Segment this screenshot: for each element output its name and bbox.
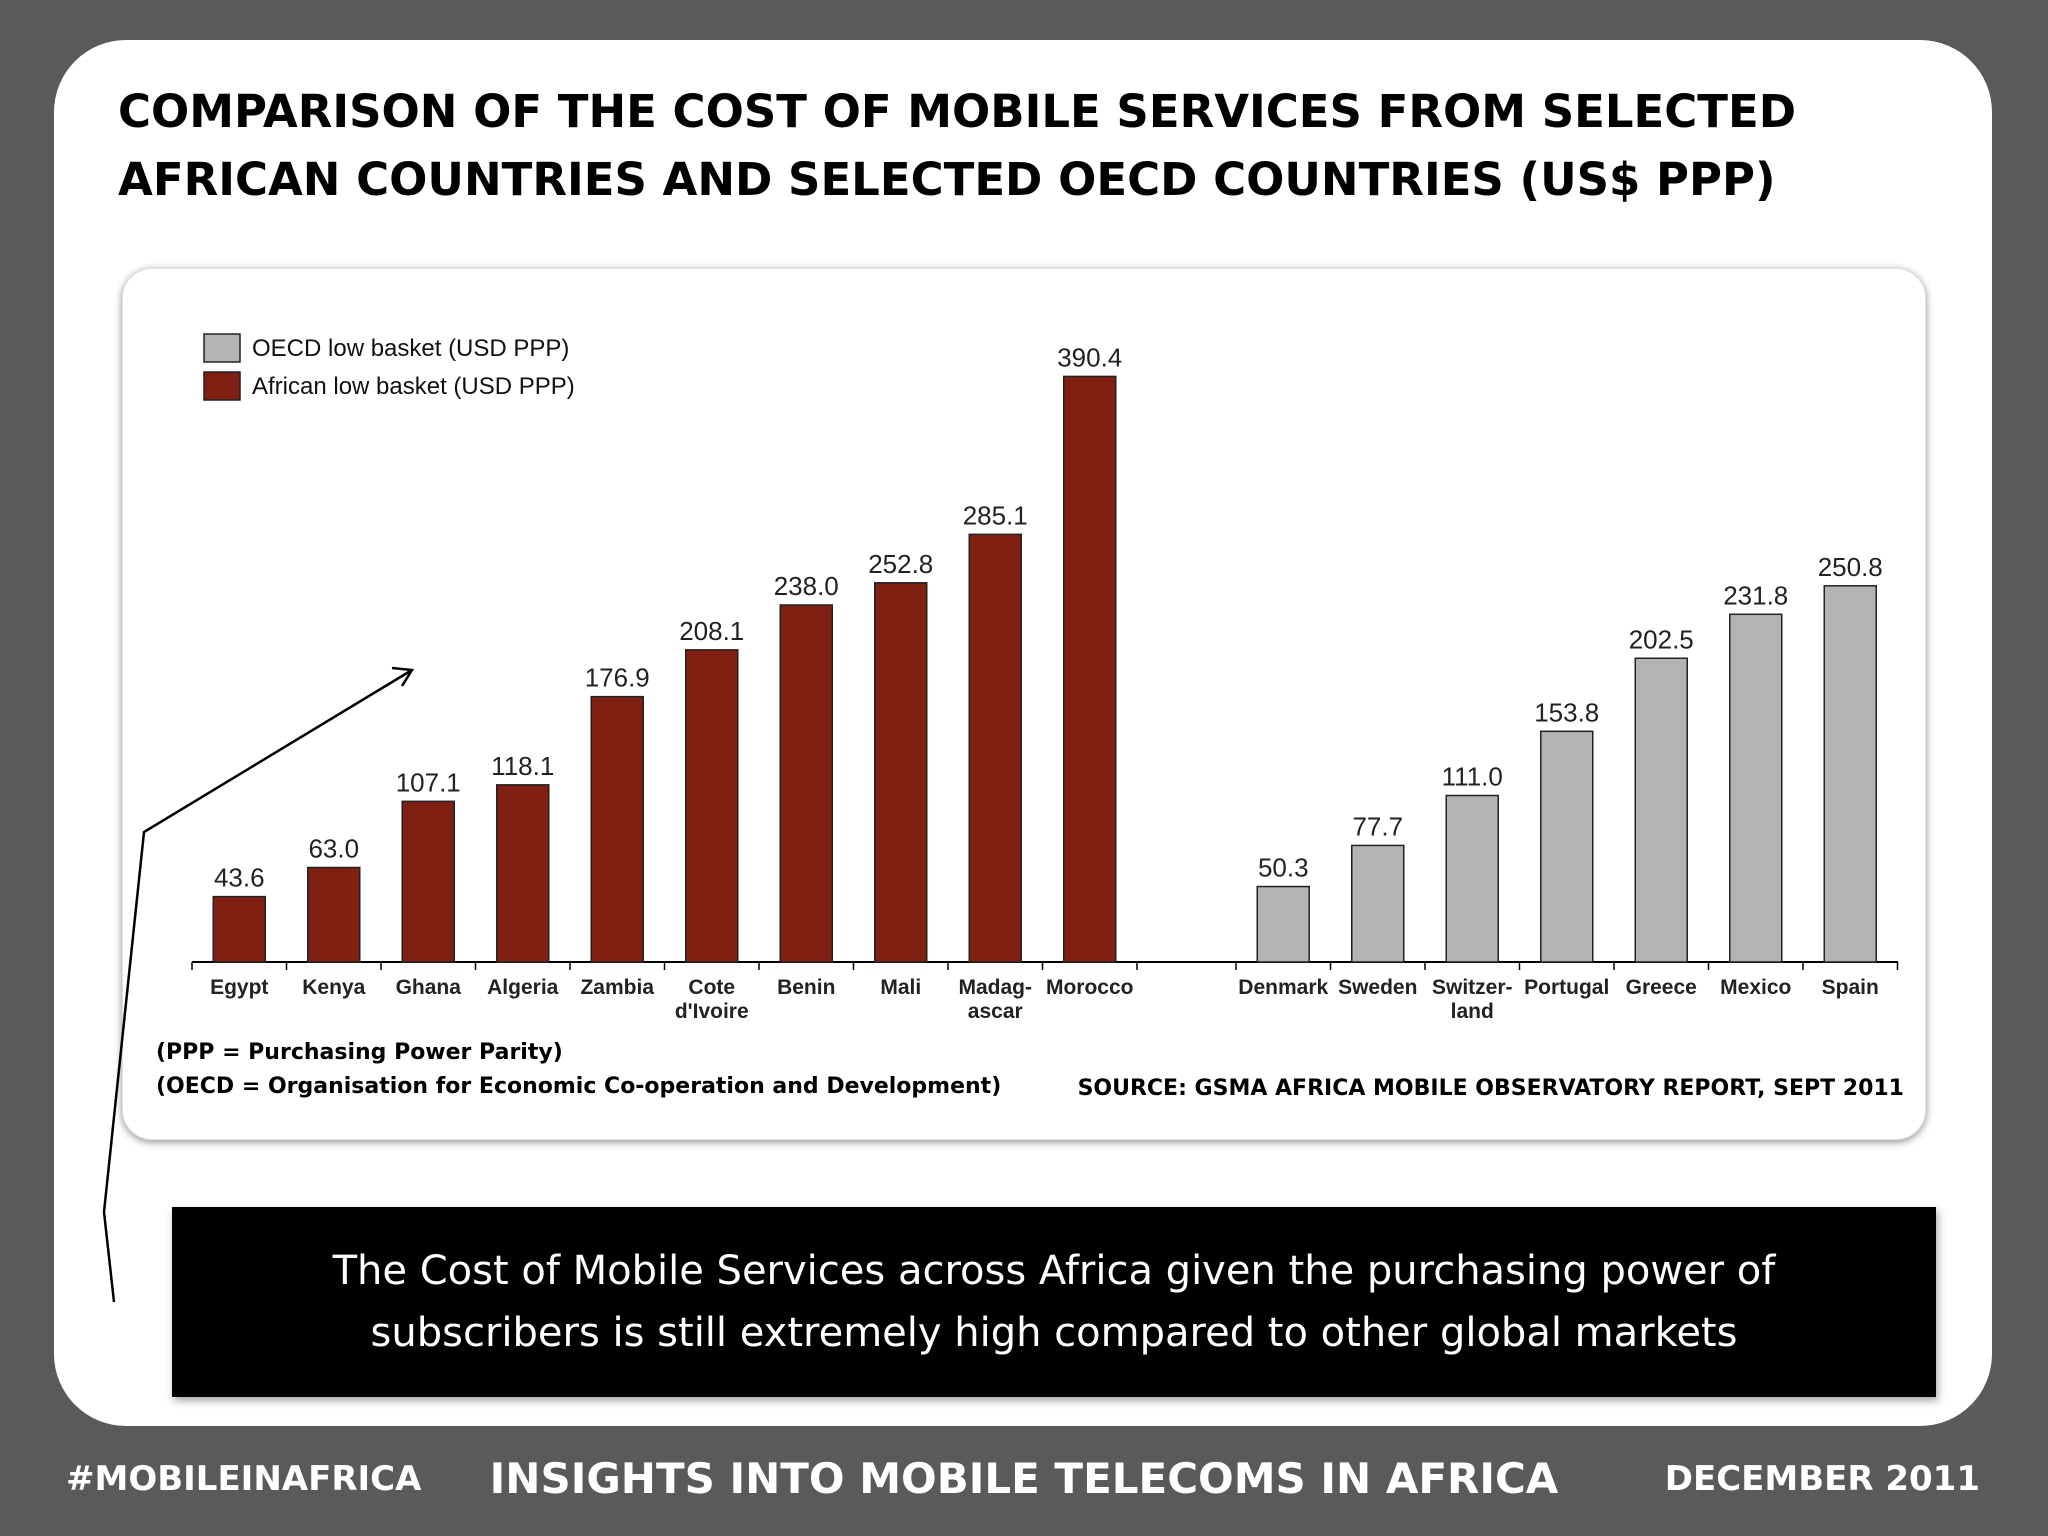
legend-swatch-african	[203, 371, 241, 401]
legend-label-oecd: OECD low basket (USD PPP)	[252, 335, 569, 362]
african-bar	[685, 649, 739, 963]
oecd-bar	[1256, 885, 1310, 963]
category-label: Spain	[1822, 976, 1879, 999]
category-label: Mali	[880, 976, 921, 999]
data-label: 176.9	[585, 663, 650, 693]
data-label: 202.5	[1629, 624, 1694, 654]
data-label: 250.8	[1818, 552, 1883, 582]
category-label: Zambia	[580, 976, 654, 999]
data-label: 238.0	[774, 571, 839, 601]
footnote-ppp: (PPP = Purchasing Power Parity)	[156, 1040, 563, 1065]
callout-box: The Cost of Mobile Services across Afric…	[172, 1207, 1936, 1397]
data-label: 63.0	[308, 834, 359, 864]
african-bar	[590, 695, 644, 963]
data-label: 77.7	[1352, 811, 1403, 841]
data-label: 118.1	[491, 751, 554, 781]
data-label: 390.4	[1057, 342, 1122, 372]
data-label: 50.3	[1258, 853, 1309, 883]
category-label: Switzer-land	[1432, 976, 1513, 1023]
category-label: Egypt	[210, 976, 268, 999]
oecd-bar	[1729, 613, 1783, 963]
oecd-bar	[1351, 844, 1405, 963]
data-label: 208.1	[679, 616, 744, 646]
category-label: Denmark	[1238, 976, 1328, 999]
category-label: Algeria	[487, 976, 559, 999]
data-label: 153.8	[1534, 697, 1599, 727]
footer-date: DECEMBER 2011	[1664, 1459, 1980, 1499]
african-bar	[968, 533, 1022, 963]
source-note: SOURCE: GSMA AFRICA MOBILE OBSERVATORY R…	[1077, 1076, 1904, 1101]
category-label: Portugal	[1524, 976, 1609, 999]
legend-label-african: African low basket (USD PPP)	[252, 373, 575, 400]
category-label: Ghana	[396, 976, 462, 999]
category-label: Kenya	[302, 976, 365, 999]
oecd-bar	[1540, 730, 1594, 963]
oecd-bar	[1445, 794, 1499, 963]
data-label: 231.8	[1723, 580, 1788, 610]
footer-title: INSIGHTS INTO MOBILE TELECOMS IN AFRICA	[489, 1454, 1559, 1503]
african-bar	[496, 784, 550, 963]
data-label: 43.6	[214, 863, 265, 893]
legend-swatch-oecd	[203, 333, 241, 363]
callout-text: The Cost of Mobile Services across Afric…	[332, 1248, 1776, 1356]
data-label: 252.8	[868, 549, 933, 579]
african-bar	[307, 866, 361, 963]
oecd-bar	[1823, 585, 1877, 963]
category-label: Madag-ascar	[959, 976, 1033, 1023]
footnote-oecd: (OECD = Organisation for Economic Co-ope…	[156, 1074, 1002, 1099]
category-label: Benin	[777, 976, 835, 999]
slide-title: COMPARISON OF THE COST OF MOBILE SERVICE…	[118, 85, 1797, 206]
data-label: 285.1	[963, 500, 1028, 530]
african-bar	[401, 800, 455, 963]
category-label: Morocco	[1046, 976, 1134, 999]
oecd-bar	[1634, 657, 1688, 963]
category-label: Sweden	[1338, 976, 1417, 999]
category-label: Mexico	[1720, 976, 1791, 999]
category-label: Greece	[1626, 976, 1697, 999]
african-bar	[212, 895, 266, 963]
african-bar	[779, 604, 833, 963]
data-label: 111.0	[1442, 762, 1503, 792]
footer-hashtag: #MOBILEINAFRICA	[66, 1459, 422, 1499]
african-bar	[874, 582, 928, 963]
chart-panel: 43.6 Egypt 63.0 Kenya 107.1 Ghana 118.1 Algeria…	[122, 268, 1926, 1140]
category-label: Cote d'Ivoire	[675, 976, 749, 1023]
bar-chart: 43.6 Egypt 63.0 Kenya 107.1 Ghana 118.1 Algeria…	[191, 333, 1899, 1023]
african-bar	[1063, 375, 1117, 963]
data-label: 107.1	[396, 767, 461, 797]
